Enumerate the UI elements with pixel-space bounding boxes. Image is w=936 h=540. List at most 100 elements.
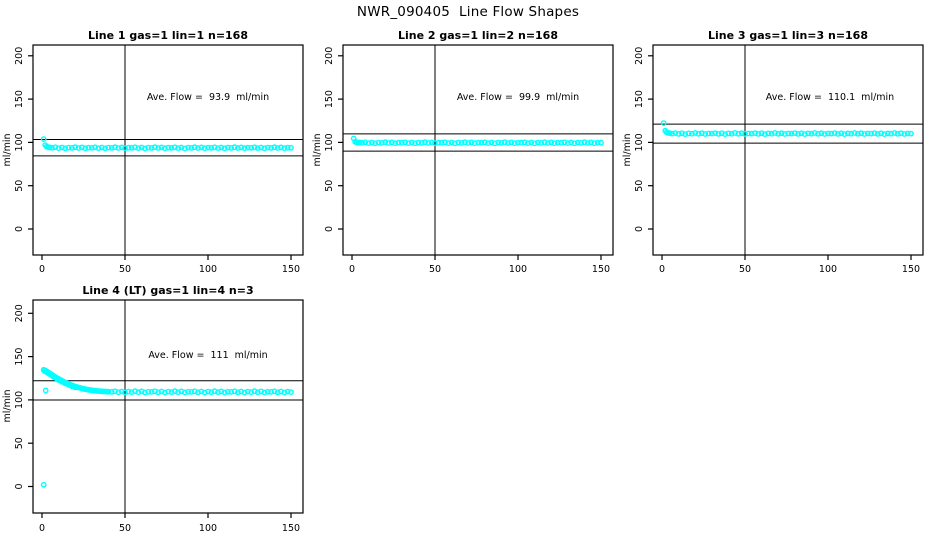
data-point	[248, 389, 255, 395]
data-point	[422, 139, 428, 146]
y-tick-label: 0	[634, 226, 645, 232]
data-point	[874, 130, 881, 137]
data-point	[525, 140, 531, 147]
data-point	[138, 388, 145, 395]
data-point	[598, 139, 604, 146]
data-point	[356, 139, 363, 146]
data-point	[561, 139, 568, 146]
data-point	[145, 144, 152, 151]
data-point	[458, 139, 465, 146]
data-point	[442, 139, 448, 146]
data-point	[228, 388, 235, 395]
data-point	[238, 144, 245, 151]
data-point	[398, 139, 405, 146]
data-point	[408, 139, 415, 146]
data-point	[264, 388, 271, 395]
data-point	[715, 130, 722, 137]
data-point	[382, 139, 389, 146]
data-point	[689, 130, 695, 137]
x-tick-label: 150	[902, 264, 920, 275]
data-point	[241, 389, 248, 396]
data-point	[818, 130, 825, 137]
data-point	[531, 140, 538, 147]
data-point	[841, 131, 848, 138]
data-point	[438, 139, 445, 146]
data-point	[59, 144, 65, 151]
data-point	[485, 140, 491, 147]
y-tick-label: 150	[14, 348, 25, 366]
panel-line2-title: Line 2 gas=1 lin=2 n=168	[398, 29, 558, 42]
panel-line4: 0 50 100 150 200 0 50 100 150 Line 4 (LT) gas=1 …	[2, 284, 304, 534]
data-point	[211, 144, 218, 151]
data-point	[548, 139, 555, 146]
data-point	[208, 389, 215, 395]
data-point	[231, 144, 238, 151]
data-point	[234, 145, 241, 151]
data-point	[161, 145, 168, 152]
panel-line4-ave-flow-label: Ave. Flow = 111 ml/min	[148, 350, 267, 361]
data-point	[122, 389, 128, 396]
data-point	[788, 130, 795, 137]
x-tick-label: 150	[282, 264, 300, 275]
data-point	[195, 145, 201, 151]
data-point	[221, 145, 228, 152]
data-point	[402, 139, 408, 146]
data-point	[501, 139, 508, 146]
plot-box	[32, 44, 304, 256]
data-point	[505, 140, 511, 146]
data-point	[855, 130, 861, 137]
data-point	[108, 388, 115, 395]
data-point	[545, 140, 551, 146]
data-point	[742, 131, 748, 137]
data-point	[448, 139, 455, 146]
data-point	[418, 139, 425, 146]
panel-line3: 0 50 100 150 200 0 50 100 150 Line 3 gas=1 lin=3…	[622, 29, 924, 275]
panel-line3-graphics: 0 50 100 150 200 0 50 100 150	[634, 44, 924, 275]
data-point	[491, 140, 498, 147]
data-point	[274, 145, 281, 151]
data-point	[125, 388, 132, 395]
data-point	[679, 130, 685, 137]
data-point	[244, 388, 251, 395]
data-point	[224, 144, 231, 151]
data-point	[868, 130, 875, 137]
data-point	[261, 389, 268, 396]
data-point	[468, 139, 475, 146]
main-title: NWR_090405 Line Flow Shapes	[357, 4, 579, 20]
data-point	[898, 130, 904, 137]
data-point	[781, 131, 788, 137]
data-point	[205, 388, 211, 395]
data-point	[148, 144, 155, 151]
data-point	[69, 383, 75, 390]
data-point	[251, 144, 258, 151]
data-point	[284, 144, 291, 151]
data-point	[221, 389, 228, 396]
data-point	[864, 130, 871, 137]
data-point	[581, 139, 588, 146]
data-point	[231, 388, 238, 395]
data-point	[765, 130, 772, 137]
data-point	[805, 130, 811, 137]
x-tick-label: 100	[199, 523, 217, 534]
x-tick-label: 100	[819, 264, 837, 275]
data-point	[122, 145, 128, 152]
data-point	[185, 388, 192, 395]
data-point	[465, 140, 472, 146]
data-point	[435, 139, 442, 146]
data-point	[748, 130, 755, 137]
data-point	[135, 145, 142, 152]
data-point	[188, 388, 195, 395]
data-point	[415, 139, 422, 146]
data-point	[171, 144, 178, 151]
data-point	[165, 388, 172, 395]
data-point	[901, 131, 908, 137]
data-point	[478, 139, 485, 146]
data-point	[181, 145, 188, 152]
data-point	[46, 144, 53, 151]
data-point	[145, 388, 152, 395]
data-point	[69, 144, 75, 151]
data-point	[359, 139, 365, 146]
data-point	[475, 139, 482, 146]
data-point	[515, 139, 521, 146]
data-point	[432, 140, 438, 147]
